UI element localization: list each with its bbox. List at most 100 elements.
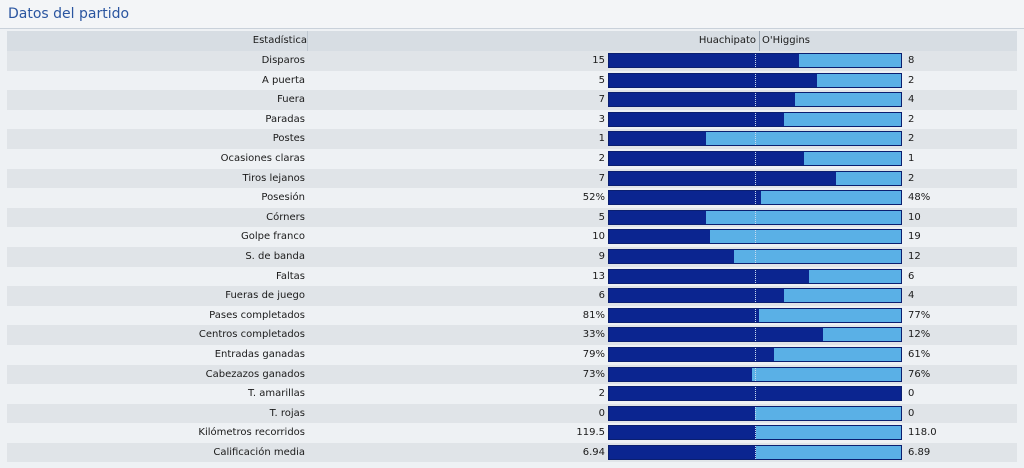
away-value: 0 xyxy=(908,388,915,400)
stat-row: Kilómetros recorridos 119.5 118.0 xyxy=(7,423,1017,443)
comparison-bar xyxy=(608,268,902,284)
away-value: 4 xyxy=(908,94,915,106)
comparison-bar xyxy=(608,386,902,402)
home-bar-fill xyxy=(609,426,756,440)
away-value: 6 xyxy=(908,270,915,282)
stat-row: Faltas 13 6 xyxy=(7,267,1017,287)
stat-row: Paradas 3 2 xyxy=(7,110,1017,130)
home-bar-fill xyxy=(609,191,761,205)
away-value: 48% xyxy=(908,192,931,204)
home-value: 2 xyxy=(598,388,605,400)
home-bar-fill xyxy=(609,269,809,283)
away-value: 4 xyxy=(908,290,915,302)
home-bar-fill xyxy=(609,73,818,87)
header-home-team: Huachipato xyxy=(698,35,756,46)
stat-row: Cabezazos ganados 73% 76% xyxy=(7,364,1017,385)
comparison-bar xyxy=(608,405,902,421)
stat-label: Postes xyxy=(272,133,305,145)
table-header: Estadística Huachipato O'Higgins xyxy=(7,31,1017,51)
home-value: 81% xyxy=(582,309,605,321)
stat-label: Faltas xyxy=(276,270,305,282)
stat-label: A puerta xyxy=(261,74,305,86)
home-value: 0 xyxy=(598,407,605,419)
stat-row: Ocasiones claras 2 1 xyxy=(7,149,1017,169)
away-value: 12% xyxy=(908,329,931,341)
home-value: 1 xyxy=(598,133,605,145)
away-value: 2 xyxy=(908,172,915,184)
comparison-bar xyxy=(608,288,902,304)
home-value: 73% xyxy=(582,368,605,380)
comparison-bar xyxy=(608,53,902,68)
stat-label: T. rojas xyxy=(269,407,305,419)
stat-row: A puerta 5 2 xyxy=(7,71,1017,91)
stat-row: T. amarillas 2 0 xyxy=(7,384,1017,404)
stat-label: Kilómetros recorridos xyxy=(198,427,305,439)
stat-label: Tiros lejanos xyxy=(242,172,305,184)
stat-label: Disparos xyxy=(261,55,305,66)
home-bar-fill xyxy=(609,93,795,107)
bar-midline xyxy=(755,347,756,361)
home-bar-fill xyxy=(609,132,707,146)
comparison-bar xyxy=(608,425,902,441)
bar-midline xyxy=(755,93,756,107)
bar-midline xyxy=(755,269,756,283)
comparison-bar xyxy=(608,209,902,225)
comparison-bar xyxy=(608,229,902,245)
bar-midline xyxy=(755,308,756,322)
stat-label: Ocasiones claras xyxy=(220,152,305,164)
home-bar-fill xyxy=(609,171,837,185)
stat-row: Golpe franco 10 19 xyxy=(7,227,1017,247)
home-bar-fill xyxy=(609,367,753,381)
away-value: 12 xyxy=(908,250,921,262)
bar-midline xyxy=(755,289,756,303)
home-bar-fill xyxy=(609,406,755,420)
home-value: 15 xyxy=(592,55,605,66)
home-value: 5 xyxy=(598,211,605,223)
header-stat-label: Estadística xyxy=(7,31,308,51)
home-bar-fill xyxy=(609,112,785,126)
stat-row: Fuera 7 4 xyxy=(7,90,1017,110)
away-value: 1 xyxy=(908,152,915,164)
comparison-bar xyxy=(608,248,902,264)
home-bar-fill xyxy=(609,54,800,67)
home-value: 3 xyxy=(598,113,605,125)
bar-midline xyxy=(755,171,756,185)
bar-midline xyxy=(755,210,756,224)
comparison-bar xyxy=(608,150,902,166)
home-value: 2 xyxy=(598,152,605,164)
stats-rows: Disparos 15 8 A puerta 5 2 Fuera 7 4 Paradas 3 2 Pos… xyxy=(7,51,1017,463)
away-value: 76% xyxy=(908,368,931,380)
bar-midline xyxy=(755,445,756,459)
stat-label: Calificación media xyxy=(213,446,305,458)
page-title: Datos del partido xyxy=(0,0,1024,29)
home-value: 33% xyxy=(582,329,605,341)
bar-midline xyxy=(755,73,756,87)
home-bar-fill xyxy=(609,210,707,224)
home-bar-fill xyxy=(609,308,759,322)
bar-midline xyxy=(755,426,756,440)
stat-row: Córners 5 10 xyxy=(7,207,1017,228)
bar-midline xyxy=(755,249,756,263)
stat-label: Córners xyxy=(266,211,305,223)
comparison-bar xyxy=(608,92,902,108)
away-value: 6.89 xyxy=(908,446,931,458)
comparison-bar xyxy=(608,346,902,362)
home-value: 79% xyxy=(582,348,605,360)
home-value: 7 xyxy=(598,172,605,184)
home-value: 6.94 xyxy=(582,446,605,458)
away-value: 19 xyxy=(908,231,921,243)
stat-row: T. rojas 0 0 xyxy=(7,403,1017,424)
comparison-bar xyxy=(608,366,902,382)
away-value: 118.0 xyxy=(908,427,937,439)
home-value: 119.5 xyxy=(576,427,605,439)
bar-midline xyxy=(755,387,756,401)
bar-midline xyxy=(755,112,756,126)
home-value: 5 xyxy=(598,74,605,86)
home-bar-fill xyxy=(609,328,824,342)
comparison-bar xyxy=(608,72,902,88)
bar-midline xyxy=(755,191,756,205)
home-bar-fill xyxy=(609,249,735,263)
comparison-bar xyxy=(608,111,902,127)
stat-row: Centros completados 33% 12% xyxy=(7,325,1017,345)
away-value: 2 xyxy=(908,113,915,125)
